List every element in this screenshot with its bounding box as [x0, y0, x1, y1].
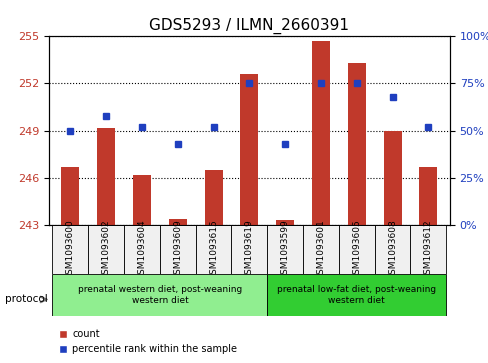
FancyBboxPatch shape: [52, 274, 267, 316]
Bar: [347, 63, 365, 225]
Text: GSM1093600: GSM1093600: [66, 219, 75, 280]
Bar: [240, 74, 258, 225]
Text: GSM1093609: GSM1093609: [173, 219, 182, 280]
Text: GSM1093601: GSM1093601: [316, 219, 325, 280]
Text: GSM1093599: GSM1093599: [280, 219, 289, 280]
Bar: [276, 220, 294, 225]
Bar: [61, 167, 79, 225]
Bar: [204, 170, 222, 225]
Text: GSM1093602: GSM1093602: [102, 219, 110, 280]
FancyBboxPatch shape: [267, 274, 446, 316]
FancyBboxPatch shape: [160, 225, 195, 274]
Bar: [97, 127, 115, 225]
Text: GSM1093612: GSM1093612: [423, 219, 432, 280]
Text: prenatal western diet, post-weaning
western diet: prenatal western diet, post-weaning west…: [78, 285, 242, 305]
FancyBboxPatch shape: [303, 225, 338, 274]
Text: GSM1093605: GSM1093605: [351, 219, 361, 280]
Text: prenatal low-fat diet, post-weaning
western diet: prenatal low-fat diet, post-weaning west…: [277, 285, 435, 305]
FancyBboxPatch shape: [409, 225, 446, 274]
Text: protocol: protocol: [5, 294, 47, 305]
Bar: [168, 219, 186, 225]
Title: GDS5293 / ILMN_2660391: GDS5293 / ILMN_2660391: [149, 17, 348, 33]
Text: GSM1093615: GSM1093615: [209, 219, 218, 280]
Bar: [419, 167, 436, 225]
Bar: [383, 131, 401, 225]
Bar: [133, 175, 151, 225]
Text: GSM1093608: GSM1093608: [387, 219, 396, 280]
FancyBboxPatch shape: [88, 225, 124, 274]
FancyBboxPatch shape: [374, 225, 409, 274]
FancyBboxPatch shape: [195, 225, 231, 274]
FancyBboxPatch shape: [52, 225, 88, 274]
Bar: [311, 41, 329, 225]
FancyBboxPatch shape: [338, 225, 374, 274]
FancyBboxPatch shape: [124, 225, 160, 274]
Legend: count, percentile rank within the sample: count, percentile rank within the sample: [54, 326, 241, 358]
Text: GSM1093619: GSM1093619: [244, 219, 253, 280]
FancyBboxPatch shape: [231, 225, 267, 274]
FancyBboxPatch shape: [267, 225, 303, 274]
Text: GSM1093604: GSM1093604: [137, 219, 146, 280]
